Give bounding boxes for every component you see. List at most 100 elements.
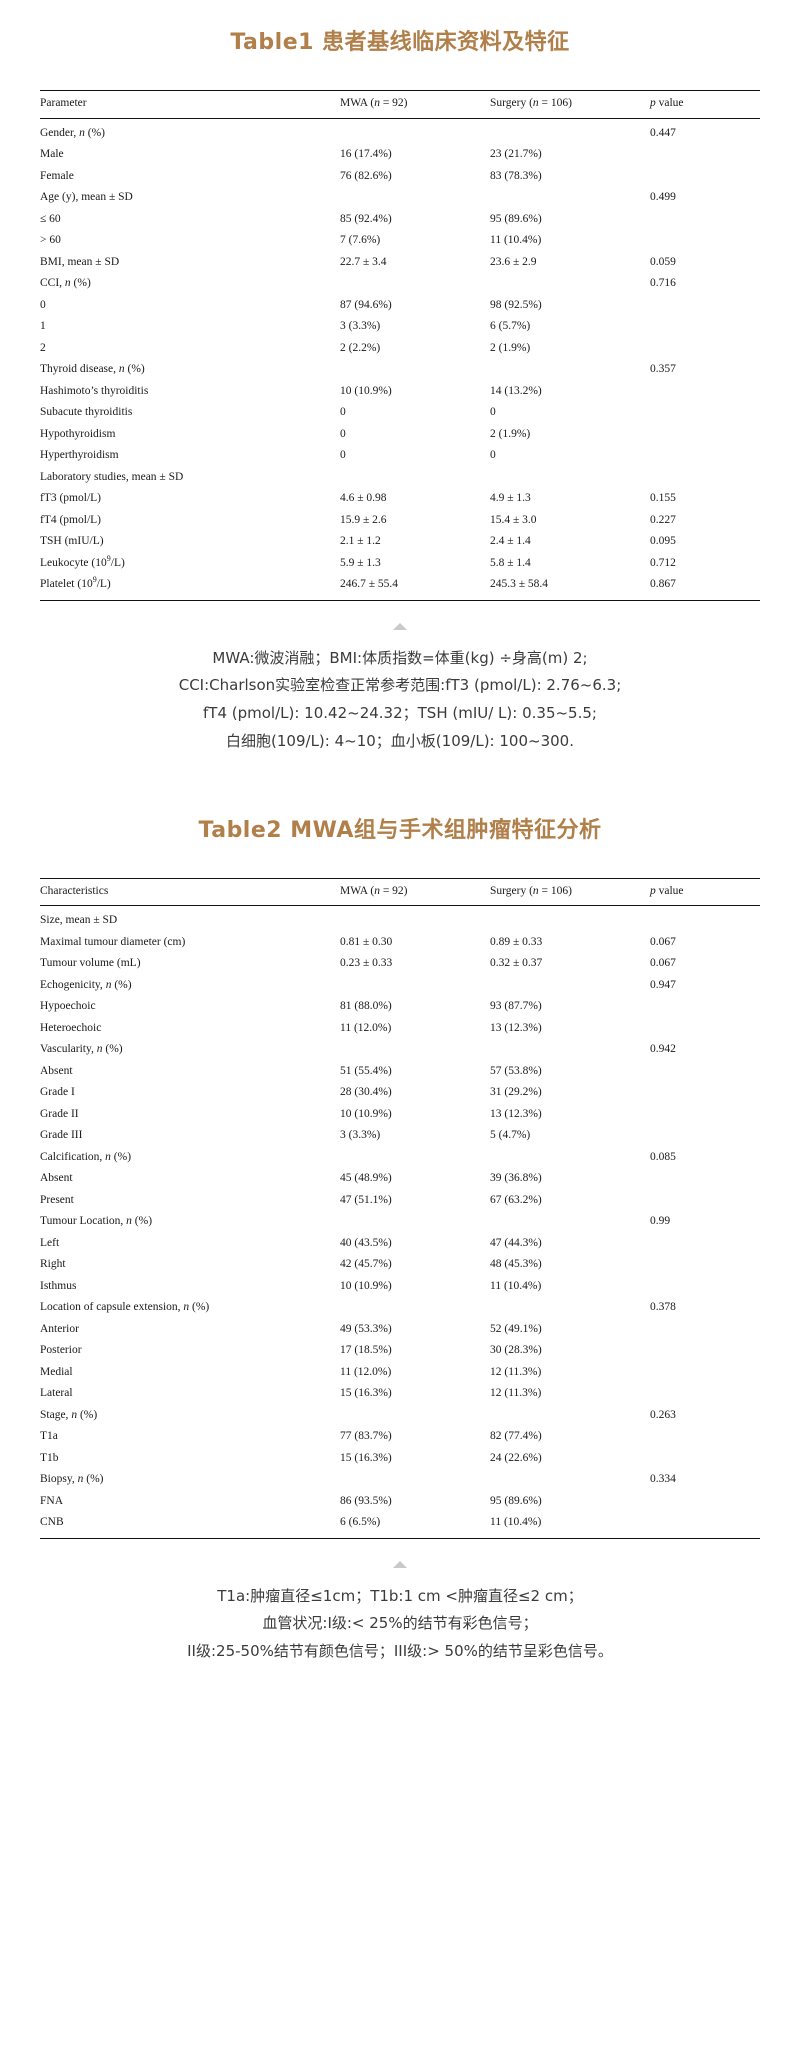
cell-mwa (340, 1469, 490, 1491)
table-row: BMI, mean ± SD 22.7 ± 3.4 23.6 ± 2.9 0.059 (40, 252, 760, 274)
row-label: Echogenicity, n (%) (40, 978, 132, 991)
cell-mwa: 3 (3.3%) (340, 1129, 381, 1141)
cell-pvalue (650, 906, 760, 932)
p-rest: value (655, 97, 684, 109)
cell-pvalue (650, 1340, 760, 1362)
cell-surgery: 13 (12.3%) (490, 1107, 542, 1120)
cell-surgery: 47 (44.3%) (490, 1236, 542, 1249)
row-label: 0 (40, 298, 46, 311)
cell-pvalue (650, 402, 760, 424)
cell-surgery: 14 (13.2%) (490, 384, 542, 397)
cell-surgery: 12 (11.3%) (490, 1365, 542, 1378)
spacer (0, 756, 800, 790)
caret-up-icon[interactable] (393, 1560, 407, 1568)
cell-surgery (490, 975, 650, 997)
cell-surgery (490, 359, 650, 381)
cell-mwa: 15.9 ± 2.6 (340, 513, 387, 526)
cell-mwa: 42 (45.7%) (340, 1258, 392, 1270)
row-label: Grade I (40, 1086, 75, 1098)
table-row: Heteroechoic 11 (12.0%) 13 (12.3%) (40, 1018, 760, 1040)
cell-mwa (340, 273, 490, 295)
table-row: Echogenicity, n (%) 0.947 (40, 975, 760, 997)
table-row: Right 42 (45.7%) 48 (45.3%) (40, 1254, 760, 1276)
cell-mwa (340, 1405, 490, 1427)
cell-mwa: 5.9 ± 1.3 (340, 556, 381, 569)
cell-mwa: 77 (83.7%) (340, 1430, 392, 1442)
row-label: Left (40, 1236, 60, 1249)
table2-note: T1a:肿瘤直径≤1cm；T1b:1 cm <肿瘤直径≤2 cm； 血管状况:I级… (0, 1577, 800, 1666)
cell-mwa: 76 (82.6%) (340, 169, 392, 182)
row-label: Size, mean ± SD (40, 914, 118, 926)
table2-col-mwa: MWA (n = 92) (340, 877, 490, 906)
cell-pvalue (650, 1491, 760, 1513)
spacer (0, 56, 800, 90)
italic-n: n (105, 1150, 111, 1163)
row-label: Male (40, 148, 64, 160)
p-italic: p (650, 884, 656, 897)
surgery-n-italic: n (532, 97, 539, 109)
cell-pvalue (650, 1104, 760, 1126)
note-line: 血管状况:I级:< 25%的结节有彩色信号； (262, 1614, 538, 1633)
cell-pvalue (650, 1426, 760, 1448)
note-line: MWA:微波消融；BMI:体质指数=体重(kg) ÷身高(m) 2; (212, 648, 588, 667)
cell-surgery: 67 (63.2%) (490, 1193, 542, 1206)
row-label: Maximal tumour diameter (cm) (40, 935, 186, 948)
cell-pvalue: 0.378 (650, 1301, 676, 1313)
cell-pvalue (650, 1276, 760, 1298)
cell-pvalue (650, 1125, 760, 1147)
row-label: Biopsy, n (%) (40, 1473, 104, 1485)
table-row: Isthmus 10 (10.9%) 11 (10.4%) (40, 1276, 760, 1298)
row-label: 2 (40, 341, 46, 354)
italic-n: n (118, 363, 125, 375)
caret-up-icon[interactable] (393, 622, 407, 630)
row-label: Grade II (40, 1107, 79, 1120)
cell-mwa (340, 1297, 490, 1319)
cell-mwa: 6 (6.5%) (340, 1512, 490, 1539)
mwa-prefix: MWA ( (340, 884, 375, 897)
row-label: Thyroid disease, n (%) (40, 363, 145, 375)
table-row: Absent 45 (48.9%) 39 (36.8%) (40, 1168, 760, 1190)
cell-mwa: 10 (10.9%) (340, 384, 392, 397)
table-row: Tumour volume (mL) 0.23 ± 0.33 0.32 ± 0.37… (40, 953, 760, 975)
table-row: Grade I 28 (30.4%) 31 (29.2%) (40, 1082, 760, 1104)
italic-n: n (79, 126, 85, 139)
table2-col-characteristics: Characteristics (40, 877, 340, 906)
row-label: fT4 (pmol/L) (40, 513, 101, 526)
cell-surgery: 23.6 ± 2.9 (490, 255, 537, 268)
table-row: Male 16 (17.4%) 23 (21.7%) (40, 144, 760, 166)
cell-pvalue (650, 1190, 760, 1212)
row-label: Heteroechoic (40, 1021, 102, 1034)
row-label: Hyperthyroidism (40, 449, 119, 461)
table1-block: Parameter MWA (n = 92) Surgery (n = 106)… (40, 90, 760, 601)
cell-surgery: 95 (89.6%) (490, 1494, 542, 1507)
cell-mwa (340, 467, 490, 489)
cell-pvalue (650, 1383, 760, 1405)
mwa-suffix: = 92) (379, 97, 408, 109)
table1-col-mwa: MWA (n = 92) (340, 90, 490, 119)
cell-mwa: 0 (340, 406, 346, 418)
cell-mwa: 86 (93.5%) (340, 1494, 392, 1507)
cell-pvalue (650, 996, 760, 1018)
cell-mwa: 15 (16.3%) (340, 1451, 392, 1464)
cell-pvalue (650, 295, 760, 317)
cell-pvalue (650, 1168, 760, 1190)
cell-mwa: 2 (2.2%) (340, 341, 381, 354)
table1-collapse-row[interactable] (0, 601, 800, 639)
row-label: Medial (40, 1365, 73, 1378)
surgery-n-italic: n (532, 884, 539, 897)
cell-surgery: 30 (28.3%) (490, 1344, 542, 1356)
cell-pvalue (650, 1448, 760, 1470)
cell-pvalue (650, 1512, 760, 1539)
table-row: Grade III 3 (3.3%) 5 (4.7%) (40, 1125, 760, 1147)
cell-surgery: 98 (92.5%) (490, 298, 542, 311)
table2-collapse-row[interactable] (0, 1539, 800, 1577)
mwa-suffix: = 92) (379, 884, 408, 897)
cell-surgery: 83 (78.3%) (490, 169, 542, 182)
cell-surgery: 245.3 ± 58.4 (490, 574, 650, 601)
cell-surgery: 23 (21.7%) (490, 148, 542, 160)
cell-pvalue: 0.085 (650, 1150, 676, 1163)
cell-mwa (340, 1039, 490, 1061)
table-row: Lateral 15 (16.3%) 12 (11.3%) (40, 1383, 760, 1405)
table-row: FNA 86 (93.5%) 95 (89.6%) (40, 1491, 760, 1513)
row-label: Laboratory studies, mean ± SD (40, 470, 184, 483)
